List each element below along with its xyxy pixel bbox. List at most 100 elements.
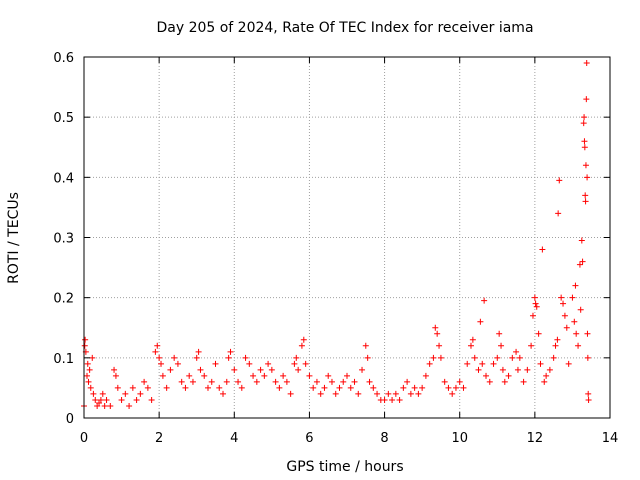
data-point — [364, 354, 371, 361]
data-point — [524, 366, 531, 373]
data-point — [325, 372, 332, 379]
data-point — [103, 396, 110, 403]
data-point — [336, 384, 343, 391]
data-point — [101, 402, 108, 409]
x-tick-label: 8 — [380, 431, 388, 446]
data-point — [396, 396, 403, 403]
y-tick-label: 0.1 — [53, 352, 74, 367]
data-point — [129, 384, 136, 391]
data-point — [261, 372, 268, 379]
data-point — [460, 384, 467, 391]
data-point — [496, 330, 503, 337]
data-point — [283, 378, 290, 385]
data-point — [280, 372, 287, 379]
y-tick-label: 0.5 — [53, 111, 74, 126]
data-point — [556, 177, 563, 184]
data-point — [112, 372, 119, 379]
data-point — [437, 354, 444, 361]
data-point — [126, 402, 133, 409]
data-point — [490, 360, 497, 367]
data-point — [362, 342, 369, 349]
data-point — [475, 366, 482, 373]
data-point — [223, 378, 230, 385]
data-point — [513, 348, 520, 355]
data-point — [158, 360, 165, 367]
data-point — [385, 390, 392, 397]
data-point — [543, 372, 550, 379]
data-point — [584, 330, 591, 337]
y-tick-label: 0 — [66, 412, 74, 427]
data-point — [96, 399, 103, 406]
data-point — [505, 372, 512, 379]
data-point — [186, 372, 193, 379]
data-point — [449, 390, 456, 397]
data-point — [565, 360, 572, 367]
data-point — [321, 384, 328, 391]
data-point — [477, 318, 484, 325]
data-point — [569, 294, 576, 301]
data-point — [532, 300, 539, 307]
data-point — [154, 342, 161, 349]
data-point — [268, 366, 275, 373]
data-point — [554, 336, 561, 343]
x-tick-label: 6 — [305, 431, 313, 446]
data-point — [92, 396, 99, 403]
data-point — [516, 354, 523, 361]
data-point — [573, 330, 580, 337]
data-point — [583, 60, 590, 67]
data-point — [582, 162, 589, 169]
data-point — [238, 384, 245, 391]
data-point — [291, 360, 298, 367]
data-point — [436, 342, 443, 349]
data-point — [563, 324, 570, 331]
data-point — [499, 366, 506, 373]
data-point — [445, 384, 452, 391]
data-point — [389, 396, 396, 403]
data-point — [144, 384, 151, 391]
data-point — [578, 237, 585, 244]
data-point — [558, 294, 565, 301]
data-point — [501, 378, 508, 385]
data-point — [242, 354, 249, 361]
data-point — [351, 378, 358, 385]
data-point — [208, 378, 215, 385]
data-point — [456, 378, 463, 385]
x-tick-label: 2 — [155, 431, 163, 446]
data-point — [486, 378, 493, 385]
data-point — [216, 384, 223, 391]
data-point — [133, 396, 140, 403]
data-point — [498, 342, 505, 349]
data-point — [577, 306, 584, 313]
data-point — [265, 360, 272, 367]
data-point — [344, 372, 350, 379]
data-point — [167, 366, 174, 373]
data-point — [541, 378, 548, 385]
data-point — [582, 198, 589, 205]
data-point — [430, 354, 437, 361]
data-point — [355, 390, 362, 397]
data-point — [152, 348, 159, 355]
data-point — [99, 390, 106, 397]
data-point — [441, 378, 448, 385]
data-point — [246, 360, 253, 367]
data-point — [310, 384, 317, 391]
data-point — [509, 354, 516, 361]
data-point — [537, 360, 544, 367]
data-point — [422, 372, 429, 379]
data-point — [469, 336, 476, 343]
data-point — [340, 378, 347, 385]
y-tick-label: 0.3 — [53, 232, 74, 247]
x-tick-label: 4 — [230, 431, 238, 446]
data-point — [471, 354, 478, 361]
y-axis-label: ROTI / TECUs — [6, 192, 22, 284]
data-points — [81, 60, 592, 409]
data-point — [561, 312, 568, 319]
data-point — [212, 360, 219, 367]
data-point — [539, 246, 546, 253]
data-point — [571, 318, 578, 325]
data-point — [581, 144, 588, 151]
data-point — [533, 303, 540, 310]
data-point — [332, 390, 339, 397]
data-point — [84, 372, 91, 379]
data-point — [411, 384, 418, 391]
